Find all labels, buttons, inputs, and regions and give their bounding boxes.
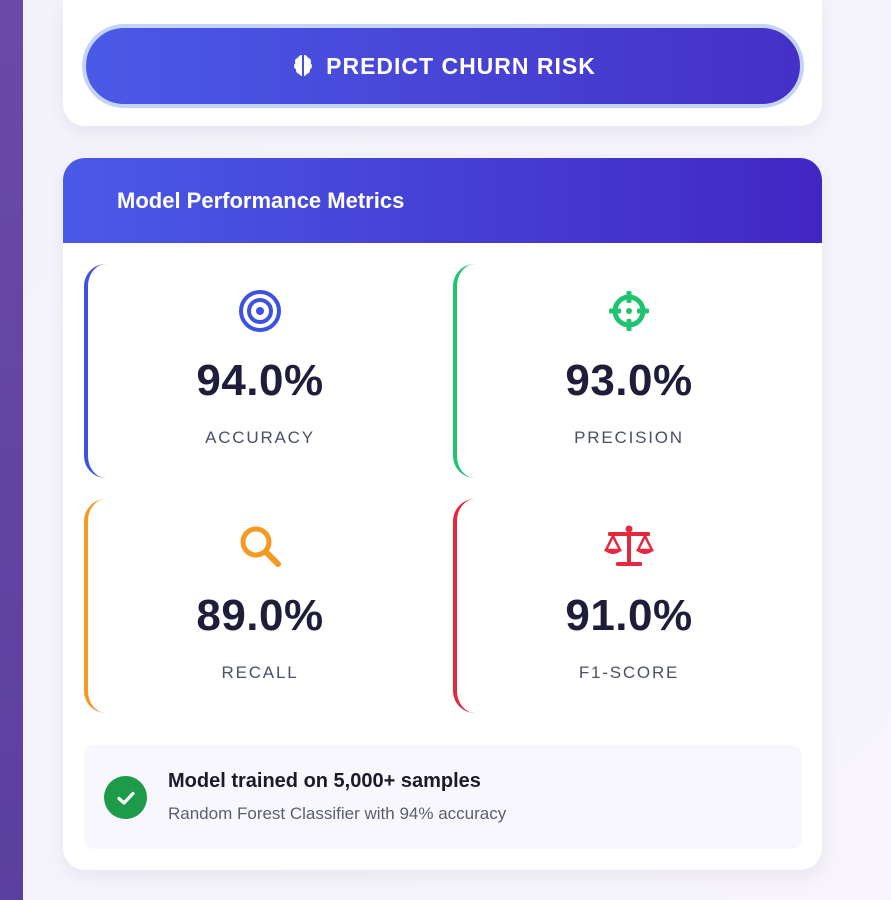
check-circle-icon (104, 776, 147, 819)
magnifier-icon (88, 523, 432, 569)
metrics-header: Model Performance Metrics (63, 158, 822, 243)
metric-value: 89.0% (196, 591, 324, 640)
metric-label: F1-SCORE (578, 663, 680, 682)
metric-card-accuracy: 94.0% ACCURACY (84, 264, 432, 478)
metric-value: 94.0% (196, 356, 324, 405)
training-info-box: Model trained on 5,000+ samples Random F… (84, 745, 802, 849)
metric-card-f1-score: 91.0% F1-SCORE (453, 499, 801, 713)
metric-label: PRECISION (574, 428, 684, 447)
training-info-subtitle: Random Forest Classifier with 94% accura… (168, 804, 507, 823)
metric-value: 93.0% (565, 356, 693, 405)
crosshairs-icon (457, 288, 801, 334)
metric-label: ACCURACY (205, 428, 315, 447)
metric-card-recall: 89.0% RECALL (84, 499, 432, 713)
target-icon (88, 288, 432, 334)
balance-scale-icon (457, 523, 801, 569)
model-metrics-card: Model Performance Metrics 94.0% ACCURACY (63, 158, 822, 870)
metric-card-precision: 93.0% PRECISION (453, 264, 801, 478)
brain-icon (290, 52, 316, 81)
predict-churn-button[interactable]: PREDICT CHURN RISK (82, 24, 804, 108)
side-panel-edge (0, 0, 23, 900)
training-info-title: Model trained on 5,000+ samples (168, 770, 481, 792)
metric-label: RECALL (221, 663, 299, 682)
metric-value: 91.0% (565, 591, 693, 640)
metrics-title: Model Performance Metrics (117, 187, 405, 213)
predict-button-label: PREDICT CHURN RISK (326, 52, 596, 79)
